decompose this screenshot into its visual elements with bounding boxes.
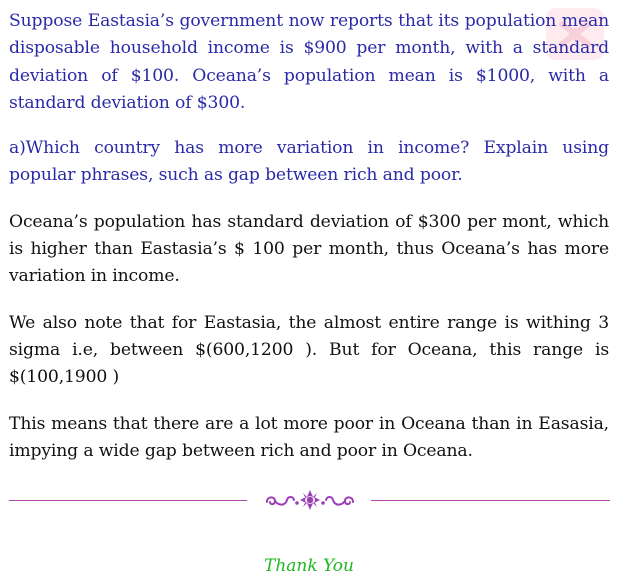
answer-paragraph-1: Oceana’s population has standard deviati… xyxy=(9,211,609,287)
floral-flourish-icon xyxy=(261,488,359,512)
watermark-badge-icon xyxy=(546,8,604,60)
divider-rule-right xyxy=(371,500,610,501)
question-intro: Suppose Eastasia’s government now report… xyxy=(9,11,609,113)
question-part-a: a)Which country has more variation in in… xyxy=(9,138,609,186)
divider-rule-left xyxy=(9,500,247,501)
answer-paragraph-3: This means that there are a lot more poo… xyxy=(9,413,609,461)
document-body: Suppose Eastasia’s government now report… xyxy=(9,8,609,465)
closing-text: Thank You xyxy=(263,556,354,576)
answer-paragraph-2: We also note that for Eastasia, the almo… xyxy=(9,312,609,388)
section-divider xyxy=(9,488,610,512)
